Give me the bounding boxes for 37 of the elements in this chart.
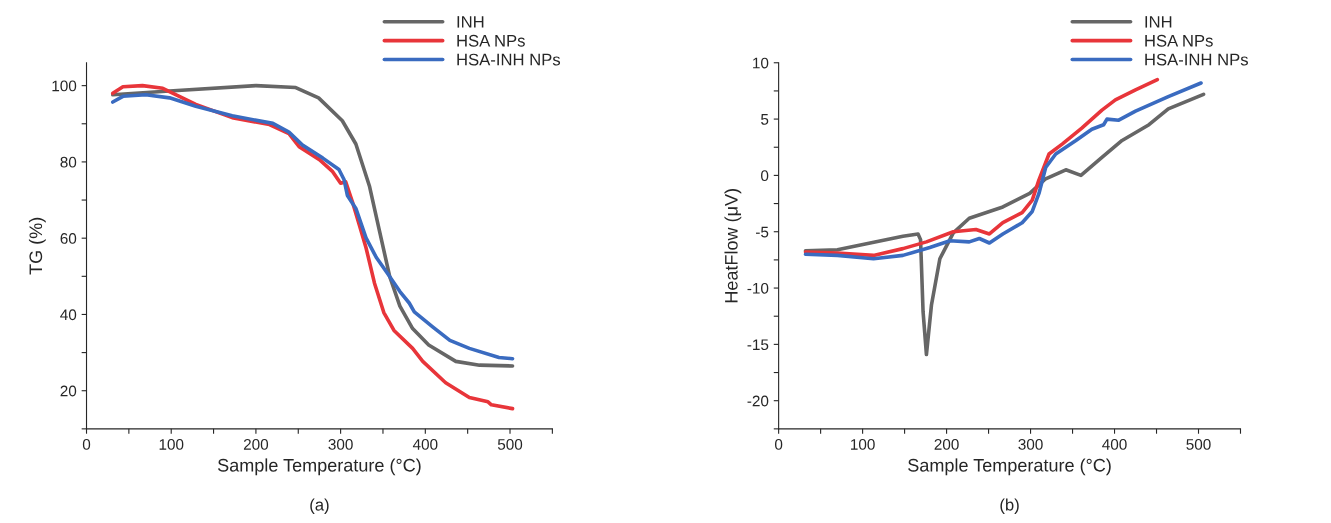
y-tick-label: 5 <box>761 114 769 125</box>
x-tick-label: 500 <box>1186 438 1211 450</box>
y-tick-label: 100 <box>52 80 77 92</box>
x-tick-label: 400 <box>1102 438 1127 450</box>
x-tick-label: 400 <box>412 438 438 450</box>
x-tick-label: 300 <box>1018 438 1043 450</box>
x-tick-label: 500 <box>497 438 523 450</box>
y-axis-title: HeatFlow (μV) <box>724 189 742 303</box>
x-tick-label: 300 <box>328 438 353 450</box>
y-tick-label: 20 <box>60 385 77 397</box>
y-axis-title: TG (%) <box>28 217 46 275</box>
legend-label: HSA-INH NPs <box>457 53 561 66</box>
x-tick-label: 200 <box>934 438 959 450</box>
x-tick-label: 100 <box>851 438 875 450</box>
x-tick-label: 100 <box>159 438 184 450</box>
x-tick-label: 200 <box>243 438 269 450</box>
line-series <box>803 92 1206 357</box>
y-tick-label: 10 <box>753 57 769 69</box>
text: (a) <box>310 498 329 514</box>
y-tick-label: 40 <box>60 309 77 321</box>
legend-label: INH <box>1145 16 1172 28</box>
y-tick-label: 80 <box>60 156 77 168</box>
legend-label: HSA NPs <box>457 34 525 47</box>
legend-label: HSA NPs <box>1145 34 1213 47</box>
legend-label: INH <box>457 16 484 28</box>
x-tick-label: 0 <box>774 438 783 450</box>
x-axis-title: Sample Temperature (°C) <box>217 458 421 476</box>
x-tick-label: 0 <box>82 438 91 450</box>
y-tick-label: 60 <box>60 233 77 244</box>
y-tick-label: 0 <box>761 170 769 182</box>
y-tick-label: -15 <box>747 339 769 351</box>
y-tick-label: -20 <box>747 395 769 407</box>
text: (b) <box>1000 498 1019 514</box>
y-tick-label: -10 <box>747 282 769 294</box>
y-tick-label: -5 <box>756 226 769 238</box>
legend-label: HSA-INH NPs <box>1145 53 1248 66</box>
x-axis-title: Sample Temperature (°C) <box>908 458 1111 476</box>
